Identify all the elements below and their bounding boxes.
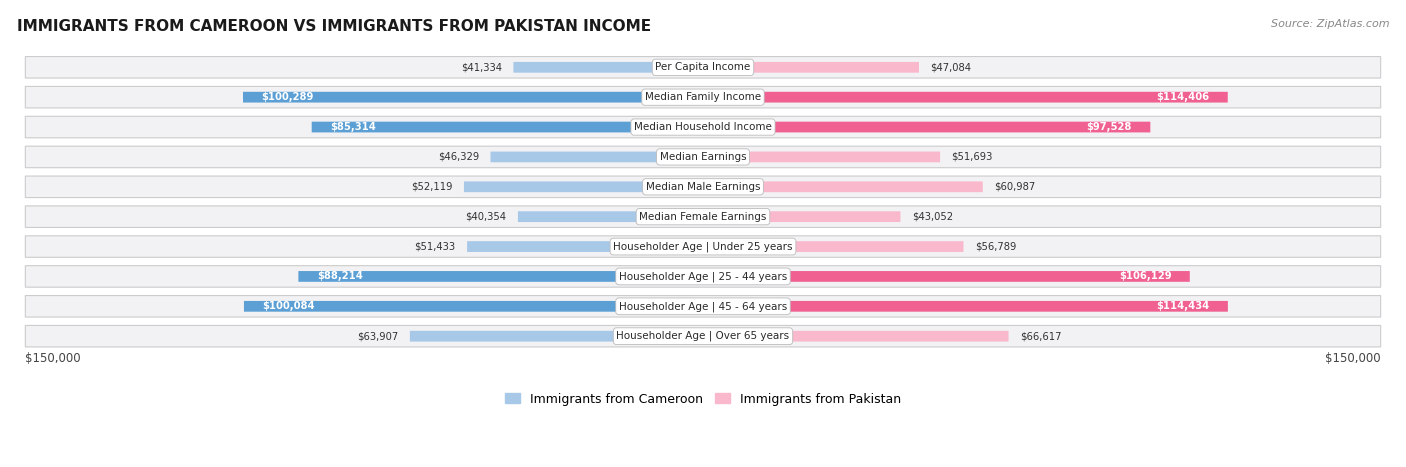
Text: $51,433: $51,433: [415, 241, 456, 252]
Text: $150,000: $150,000: [25, 352, 82, 365]
PathPatch shape: [491, 152, 703, 163]
PathPatch shape: [411, 331, 703, 341]
Text: $88,214: $88,214: [316, 271, 363, 282]
Text: $60,987: $60,987: [994, 182, 1035, 192]
PathPatch shape: [703, 271, 1189, 282]
Text: Householder Age | Over 65 years: Householder Age | Over 65 years: [616, 331, 790, 341]
PathPatch shape: [513, 62, 703, 73]
Text: $97,528: $97,528: [1087, 122, 1132, 132]
FancyBboxPatch shape: [25, 236, 1381, 257]
PathPatch shape: [464, 181, 703, 192]
Text: $47,084: $47,084: [931, 62, 972, 72]
Text: $114,406: $114,406: [1156, 92, 1209, 102]
PathPatch shape: [243, 92, 703, 103]
Text: $43,052: $43,052: [912, 212, 953, 222]
Text: Median Female Earnings: Median Female Earnings: [640, 212, 766, 222]
PathPatch shape: [703, 211, 900, 222]
Text: Median Male Earnings: Median Male Earnings: [645, 182, 761, 192]
PathPatch shape: [517, 211, 703, 222]
Text: $100,289: $100,289: [262, 92, 314, 102]
FancyBboxPatch shape: [25, 146, 1381, 168]
Text: $66,617: $66,617: [1019, 331, 1062, 341]
PathPatch shape: [703, 301, 1227, 311]
Text: Median Earnings: Median Earnings: [659, 152, 747, 162]
FancyBboxPatch shape: [25, 86, 1381, 108]
FancyBboxPatch shape: [25, 296, 1381, 317]
FancyBboxPatch shape: [25, 176, 1381, 198]
Text: $114,434: $114,434: [1156, 301, 1209, 311]
Text: Source: ZipAtlas.com: Source: ZipAtlas.com: [1271, 19, 1389, 28]
Text: Median Household Income: Median Household Income: [634, 122, 772, 132]
Text: $85,314: $85,314: [330, 122, 375, 132]
PathPatch shape: [703, 181, 983, 192]
Text: $150,000: $150,000: [1324, 352, 1381, 365]
Text: Median Family Income: Median Family Income: [645, 92, 761, 102]
FancyBboxPatch shape: [25, 116, 1381, 138]
FancyBboxPatch shape: [25, 325, 1381, 347]
Text: $106,129: $106,129: [1119, 271, 1171, 282]
Text: $63,907: $63,907: [357, 331, 398, 341]
PathPatch shape: [298, 271, 703, 282]
Text: $41,334: $41,334: [461, 62, 502, 72]
Text: $100,084: $100,084: [263, 301, 315, 311]
Text: $40,354: $40,354: [465, 212, 506, 222]
Text: $56,789: $56,789: [974, 241, 1017, 252]
Text: $52,119: $52,119: [411, 182, 453, 192]
FancyBboxPatch shape: [25, 266, 1381, 287]
PathPatch shape: [703, 241, 963, 252]
FancyBboxPatch shape: [25, 57, 1381, 78]
FancyBboxPatch shape: [25, 206, 1381, 227]
Text: Householder Age | Under 25 years: Householder Age | Under 25 years: [613, 241, 793, 252]
Legend: Immigrants from Cameroon, Immigrants from Pakistan: Immigrants from Cameroon, Immigrants fro…: [499, 388, 907, 410]
Text: $46,329: $46,329: [437, 152, 479, 162]
PathPatch shape: [703, 92, 1227, 103]
Text: Householder Age | 45 - 64 years: Householder Age | 45 - 64 years: [619, 301, 787, 311]
PathPatch shape: [703, 152, 941, 163]
Text: $51,693: $51,693: [952, 152, 993, 162]
PathPatch shape: [703, 62, 920, 73]
PathPatch shape: [312, 122, 703, 133]
PathPatch shape: [245, 301, 703, 311]
Text: Householder Age | 25 - 44 years: Householder Age | 25 - 44 years: [619, 271, 787, 282]
PathPatch shape: [703, 122, 1150, 133]
PathPatch shape: [703, 331, 1008, 341]
PathPatch shape: [467, 241, 703, 252]
Text: IMMIGRANTS FROM CAMEROON VS IMMIGRANTS FROM PAKISTAN INCOME: IMMIGRANTS FROM CAMEROON VS IMMIGRANTS F…: [17, 19, 651, 34]
Text: Per Capita Income: Per Capita Income: [655, 62, 751, 72]
